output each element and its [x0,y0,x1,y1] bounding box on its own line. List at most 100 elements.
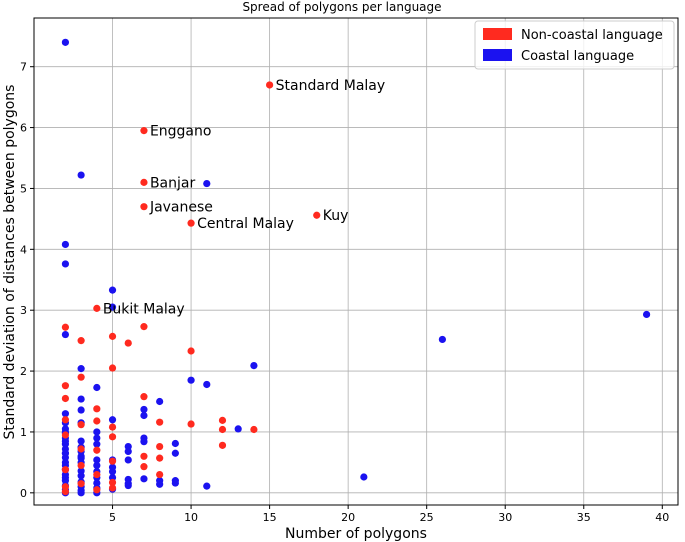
non-coastal-point [140,178,148,186]
legend-swatch-non-coastal [483,28,512,40]
non-coastal-point [266,81,274,89]
coastal-point [61,425,70,433]
coastal-point [93,461,101,470]
non-coastal-point [77,421,85,429]
non-coastal-point [108,478,117,487]
coastal-point [250,361,258,370]
non-coastal-point [93,470,101,479]
non-coastal-point [93,304,101,312]
coastal-point [108,303,117,311]
data-label: Javanese [149,200,213,216]
data-label: Bukit Malay [103,301,185,317]
x-tick-label: 10 [184,511,198,524]
data-label: Standard Malay [276,78,386,94]
coastal-point [171,479,179,487]
data-labels: Standard Malay Enggano Banjar JavaneseCentr… [103,78,385,317]
x-axis-label: Number of polygons [285,526,427,542]
non-coastal-point [187,347,195,355]
non-coastal-point [93,446,101,454]
axis-ticks: 5 10 15 20 25 30 35 40 0 1 2 3 4 5 6 7 [20,61,669,524]
coastal-point [93,440,101,448]
non-coastal-point [108,484,117,492]
non-coastal-point [313,211,321,219]
legend-label-non-coastal: Non-coastal language [521,28,663,43]
non-coastal-point [61,382,70,390]
non-coastal-point [77,337,85,345]
legend-label-coastal: Coastal language [521,49,634,64]
coastal-point [108,416,117,424]
y-tick-label: 2 [20,365,27,378]
coastal-point [203,380,211,389]
coastal-point [203,179,211,188]
non-coastal-point [93,417,101,425]
data-label: Kuy [323,208,349,224]
coastal-point [93,456,101,464]
coastal-point [156,480,164,488]
coastal-point [108,286,117,294]
non-coastal-point [77,373,85,381]
data-label: Banjar [150,175,196,191]
non-coastal-point [140,393,148,401]
non-coastal-point [156,418,164,426]
non-coastal-point [187,219,195,227]
non-coastal-point [140,452,148,460]
non-coastal-point [108,457,117,465]
coastal-point [61,449,70,457]
non-coastal-point [140,463,148,471]
coastal-point [61,240,70,249]
non-coastal-point [124,339,132,347]
coastal-point [61,474,70,482]
coastal-point [360,473,368,481]
coastal-point [171,449,179,457]
coastal-point [77,406,85,414]
coastal-point [77,489,85,497]
coastal-point [171,439,179,448]
data-label: Enggano [150,124,212,140]
non-coastal-point [77,445,85,453]
coastal-point [108,467,117,476]
legend: Non-coastal language Coastal language [474,20,675,70]
non-coastal-point [93,486,101,494]
non-coastal-point [61,416,70,424]
coastal-point [77,472,85,480]
coastal-point [61,410,70,418]
coastal-point [187,376,195,384]
non-coastal-point [108,433,117,441]
non-coastal-point [61,431,70,439]
legend-box [474,20,675,70]
coastal-point [61,260,70,268]
y-tick-label: 1 [20,426,27,439]
coastal-point [234,425,242,433]
y-tick-label: 0 [20,487,27,500]
coastal-point [61,38,70,46]
non-coastal-point [156,454,164,462]
coastal-point [203,482,211,490]
y-axis-label: Standard deviation of distances between … [2,85,18,440]
x-tick-label: 20 [341,511,355,524]
non-coastal-point [61,488,70,496]
non-coastal-point [218,425,227,434]
y-tick-label: 5 [20,182,27,195]
data-label: Central Malay [197,216,294,232]
y-tick-label: 4 [20,243,27,256]
non-coastal-point [140,203,148,211]
non-coastal-point [250,425,258,434]
x-tick-label: 25 [420,511,434,524]
y-tick-label: 3 [20,304,27,317]
x-tick-label: 35 [577,511,591,524]
coastal-point [77,171,85,179]
non-coastal-point [140,127,148,135]
non-coastal-point [156,470,164,479]
non-coastal-point [93,405,101,413]
coastal-point [140,411,148,420]
plot-area-frame [33,17,679,506]
data-points [61,38,651,497]
coastal-point [77,365,85,373]
coastal-point [93,428,101,436]
coastal-point [77,437,85,445]
y-tick-label: 6 [20,122,27,135]
non-coastal-point [218,416,227,424]
coastal-point [124,481,132,490]
